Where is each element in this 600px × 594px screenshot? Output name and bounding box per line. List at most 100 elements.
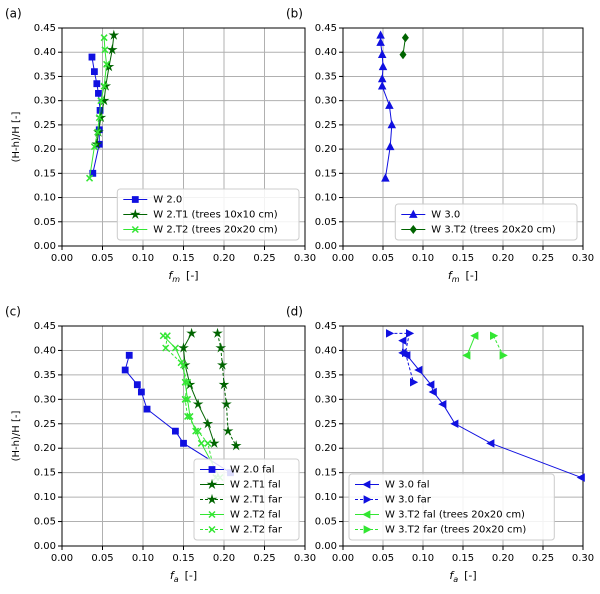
x-axis-label-sub: m bbox=[452, 275, 460, 284]
x-tick-label: 0.30 bbox=[294, 253, 316, 264]
y-tick-label: 0.05 bbox=[315, 517, 337, 528]
y-tick-label: 0.45 bbox=[34, 321, 56, 332]
legend-label: W 3.T2 far (trees 20x20 cm) bbox=[385, 525, 526, 536]
x-tick-label: 0.10 bbox=[132, 553, 154, 564]
legend-label: W 2.T1 far bbox=[230, 495, 283, 506]
panel-label: (d) bbox=[286, 305, 303, 319]
x-axis-label-main: f bbox=[448, 269, 454, 282]
x-tick-label: 0.15 bbox=[172, 253, 194, 264]
x-tick-label: 0.20 bbox=[213, 253, 235, 264]
y-tick-label: 0.45 bbox=[315, 321, 337, 332]
legend-label: W 2.0 bbox=[153, 195, 182, 206]
marker bbox=[194, 427, 202, 435]
x-tick-label: 0.25 bbox=[253, 253, 275, 264]
x-axis-label: fa [-] bbox=[170, 569, 197, 584]
legend-label: W 2.0 fal bbox=[230, 465, 275, 476]
marker bbox=[438, 399, 447, 409]
plot-frame bbox=[61, 325, 306, 547]
y-tick-label: 0.00 bbox=[315, 241, 337, 252]
y-tick-label: 0.05 bbox=[315, 217, 337, 228]
marker bbox=[88, 53, 96, 61]
legend-label: W 3.0 fal bbox=[385, 480, 430, 491]
marker bbox=[93, 80, 101, 88]
marker bbox=[184, 378, 192, 386]
x-tick-label: 0.05 bbox=[91, 253, 113, 264]
marker bbox=[377, 81, 387, 90]
x-axis-label-sub: a bbox=[453, 575, 458, 584]
legend-label: W 2.T2 (trees 20x20 cm) bbox=[153, 225, 277, 236]
y-tick-label: 0.35 bbox=[34, 71, 56, 82]
x-tick-label: 0.30 bbox=[572, 553, 594, 564]
marker bbox=[217, 359, 228, 370]
marker bbox=[381, 173, 390, 182]
marker bbox=[177, 359, 185, 367]
legend-marker bbox=[206, 493, 218, 505]
y-tick-label: 0.15 bbox=[34, 468, 56, 479]
x-axis-label-unit: [-] bbox=[464, 569, 477, 582]
legend-label: W 3.0 far bbox=[385, 495, 432, 506]
marker bbox=[184, 412, 192, 420]
x-tick-label: 0.20 bbox=[492, 553, 514, 564]
marker bbox=[100, 82, 108, 90]
x-tick-label: 0.00 bbox=[51, 253, 73, 264]
x-tick-label: 0.15 bbox=[452, 553, 474, 564]
marker bbox=[108, 29, 120, 40]
x-tick-label: 0.30 bbox=[294, 553, 316, 564]
marker bbox=[221, 398, 232, 409]
x-tick-label: 0.00 bbox=[51, 553, 73, 564]
marker bbox=[212, 327, 223, 338]
legend-marker bbox=[208, 466, 216, 473]
marker bbox=[162, 344, 170, 352]
y-tick-label: 0.35 bbox=[34, 370, 56, 381]
y-axis-label: (H-h)/H [-] bbox=[11, 411, 22, 462]
x-tick-label: 0.20 bbox=[492, 253, 514, 264]
y-tick-label: 0.20 bbox=[34, 443, 56, 454]
marker bbox=[385, 100, 394, 109]
marker bbox=[86, 174, 94, 182]
legend-marker bbox=[129, 208, 141, 220]
marker bbox=[95, 114, 103, 122]
x-tick-label: 0.25 bbox=[532, 553, 554, 564]
y-tick-label: 0.10 bbox=[315, 193, 337, 204]
y-tick-label: 0.30 bbox=[315, 394, 337, 405]
y-tick-label: 0.40 bbox=[315, 345, 337, 356]
y-tick-label: 0.25 bbox=[315, 419, 337, 430]
series-line bbox=[466, 335, 476, 356]
marker bbox=[137, 388, 145, 396]
plot-frame bbox=[342, 27, 584, 247]
legend-box bbox=[348, 473, 555, 541]
y-tick-label: 0.40 bbox=[34, 345, 56, 356]
legend-label: W 2.T1 (trees 10x10 cm) bbox=[153, 210, 277, 221]
y-tick-label: 0.35 bbox=[315, 370, 337, 381]
marker bbox=[576, 473, 585, 482]
x-tick-label: 0.05 bbox=[372, 553, 394, 564]
marker bbox=[490, 331, 499, 341]
y-tick-label: 0.45 bbox=[315, 23, 337, 34]
y-tick-label: 0.40 bbox=[34, 47, 56, 58]
marker bbox=[192, 427, 200, 435]
legend-marker bbox=[362, 480, 371, 489]
marker bbox=[462, 351, 471, 360]
y-tick-label: 0.10 bbox=[34, 193, 56, 204]
marker bbox=[386, 329, 395, 338]
series-line bbox=[162, 335, 221, 478]
x-tick-label: 0.10 bbox=[412, 553, 434, 564]
y-tick-label: 0.40 bbox=[315, 47, 337, 58]
marker bbox=[230, 440, 242, 451]
legend-marker bbox=[409, 209, 418, 218]
x-tick-label: 0.10 bbox=[412, 253, 434, 264]
y-tick-label: 0.25 bbox=[315, 120, 337, 131]
x-tick-label: 0.25 bbox=[532, 253, 554, 264]
marker bbox=[399, 50, 407, 60]
marker bbox=[218, 379, 230, 390]
x-axis-label: fm [-] bbox=[168, 269, 198, 284]
legend-marker bbox=[208, 510, 216, 519]
x-tick-label: 0.05 bbox=[372, 253, 394, 264]
x-axis-label-sub: m bbox=[172, 275, 180, 284]
x-tick-label: 0.25 bbox=[253, 553, 275, 564]
legend-marker bbox=[362, 510, 371, 519]
y-tick-label: 0.15 bbox=[34, 168, 56, 179]
marker bbox=[103, 60, 111, 68]
marker bbox=[426, 380, 435, 389]
